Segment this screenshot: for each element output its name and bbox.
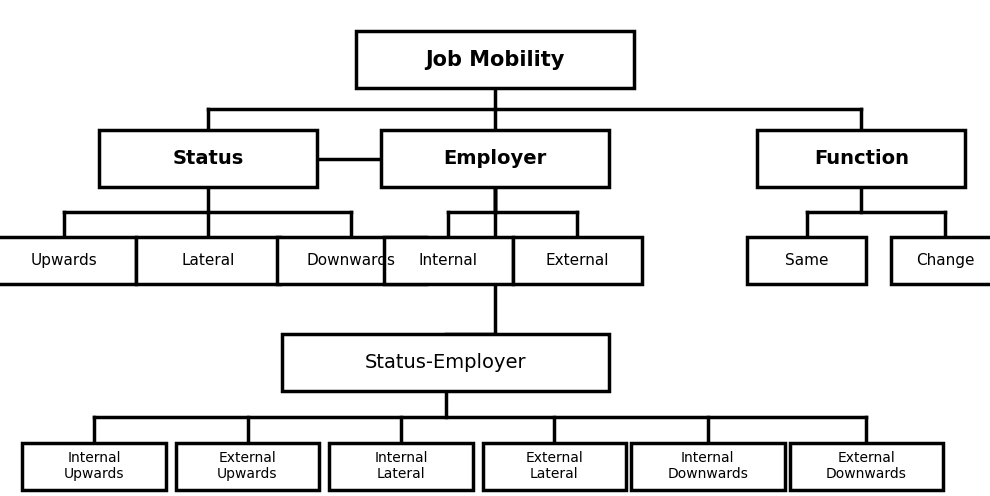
Text: Function: Function [814,149,909,168]
FancyBboxPatch shape [99,130,317,187]
Text: Internal
Upwards: Internal Upwards [63,451,125,481]
Text: External
Lateral: External Lateral [526,451,583,481]
FancyBboxPatch shape [483,442,627,490]
Text: Same: Same [785,253,829,268]
FancyBboxPatch shape [632,442,784,490]
FancyBboxPatch shape [757,130,965,187]
FancyBboxPatch shape [891,237,990,284]
FancyBboxPatch shape [23,442,165,490]
FancyBboxPatch shape [790,442,942,490]
FancyBboxPatch shape [329,442,473,490]
FancyBboxPatch shape [176,442,319,490]
Text: Status-Employer: Status-Employer [364,353,527,372]
FancyBboxPatch shape [137,237,279,284]
Text: Internal
Lateral: Internal Lateral [374,451,428,481]
Text: Lateral: Lateral [181,253,235,268]
Text: Downwards: Downwards [307,253,396,268]
FancyBboxPatch shape [282,333,609,391]
Text: External: External [545,253,609,268]
Text: Upwards: Upwards [31,253,98,268]
Text: Internal
Downwards: Internal Downwards [667,451,748,481]
Text: Employer: Employer [444,149,546,168]
Text: Status: Status [172,149,244,168]
Text: Change: Change [916,253,975,268]
FancyBboxPatch shape [356,31,634,88]
FancyBboxPatch shape [513,237,642,284]
FancyBboxPatch shape [381,130,609,187]
FancyBboxPatch shape [277,237,426,284]
FancyBboxPatch shape [747,237,866,284]
Text: Job Mobility: Job Mobility [426,50,564,69]
FancyBboxPatch shape [384,237,513,284]
Text: External
Upwards: External Upwards [217,451,278,481]
Text: External
Downwards: External Downwards [826,451,907,481]
Text: Internal: Internal [419,253,478,268]
FancyBboxPatch shape [0,237,137,284]
